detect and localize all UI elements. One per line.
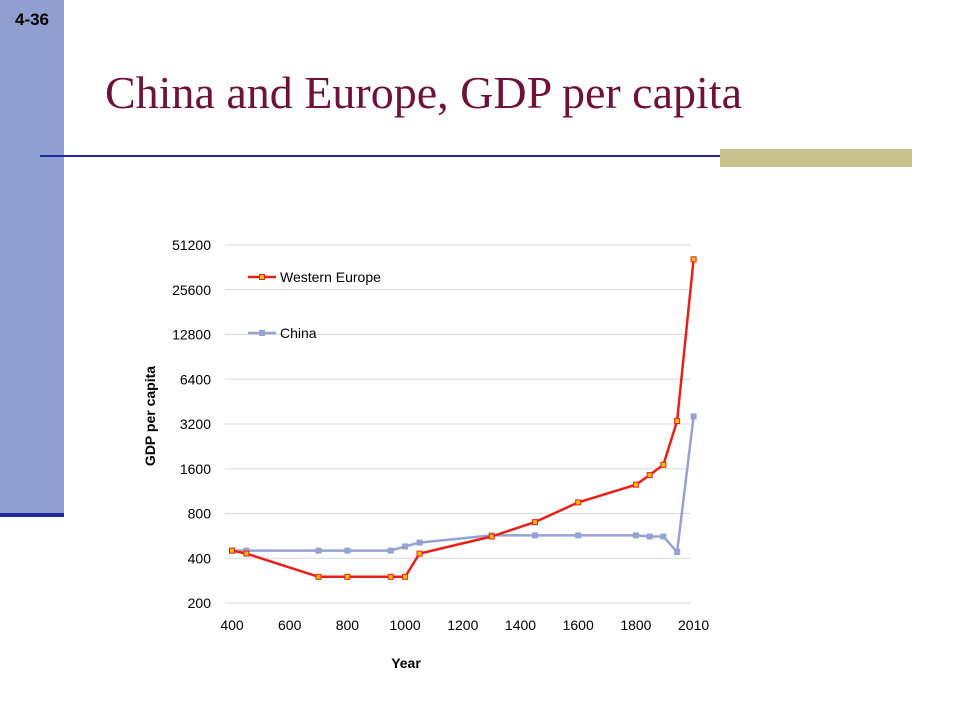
legend-label: Western Europe	[280, 269, 381, 285]
data-point-western-europe	[531, 519, 538, 526]
data-point-china	[646, 533, 653, 540]
data-point-china	[660, 533, 667, 540]
data-point-western-europe	[646, 472, 653, 479]
title-rule	[40, 155, 912, 157]
sidebar-band	[0, 0, 64, 517]
data-point-western-europe	[402, 573, 409, 580]
x-tick-label: 800	[336, 617, 360, 633]
y-tick-label: 51200	[172, 237, 211, 253]
y-tick-label: 6400	[180, 371, 211, 387]
data-point-china	[344, 547, 351, 554]
y-tick-label: 400	[188, 550, 212, 566]
data-point-western-europe	[315, 573, 322, 580]
x-axis-title: Year	[391, 655, 421, 671]
data-point-china	[632, 532, 639, 539]
data-point-china	[387, 547, 394, 554]
data-point-western-europe	[488, 533, 495, 540]
y-tick-label: 25600	[172, 282, 211, 298]
data-point-china	[674, 549, 681, 556]
x-tick-label: 1800	[620, 617, 651, 633]
y-tick-label: 800	[188, 506, 212, 522]
y-tick-label: 1600	[180, 461, 211, 477]
data-point-western-europe	[416, 550, 423, 557]
slide-title: China and Europe, GDP per capita	[105, 67, 742, 118]
x-tick-label: 600	[278, 617, 302, 633]
slide-number: 4-36	[14, 10, 50, 29]
data-point-western-europe	[229, 547, 235, 554]
data-point-western-europe	[632, 481, 639, 488]
legend-marker	[259, 274, 265, 280]
data-point-western-europe	[387, 573, 394, 580]
legend-marker	[259, 330, 265, 336]
data-point-china	[575, 532, 582, 539]
data-point-western-europe	[674, 418, 681, 425]
data-point-western-europe	[243, 550, 250, 557]
data-point-western-europe	[575, 499, 582, 506]
data-point-china	[531, 532, 538, 539]
data-point-western-europe	[344, 573, 351, 580]
x-tick-label: 1000	[390, 617, 421, 633]
data-point-china	[690, 413, 697, 420]
data-point-china	[315, 547, 322, 554]
series-line-western-europe	[231, 259, 695, 579]
data-point-china	[402, 543, 409, 550]
x-tick-label: 1600	[563, 617, 594, 633]
x-tick-label: 1200	[447, 617, 478, 633]
y-tick-label: 12800	[172, 327, 211, 343]
title-accent-bar	[720, 149, 912, 167]
y-tick-label: 3200	[180, 416, 211, 432]
x-tick-label: 2010	[678, 617, 709, 633]
series-line-china	[232, 416, 695, 554]
y-tick-label: 200	[188, 595, 212, 611]
y-axis-title: GDP per capita	[142, 366, 158, 466]
x-tick-label: 400	[220, 617, 244, 633]
data-point-western-europe	[690, 256, 697, 263]
data-point-china	[416, 539, 423, 546]
x-tick-label: 1400	[505, 617, 536, 633]
data-point-western-europe	[660, 461, 667, 468]
legend-label: China	[280, 325, 317, 341]
